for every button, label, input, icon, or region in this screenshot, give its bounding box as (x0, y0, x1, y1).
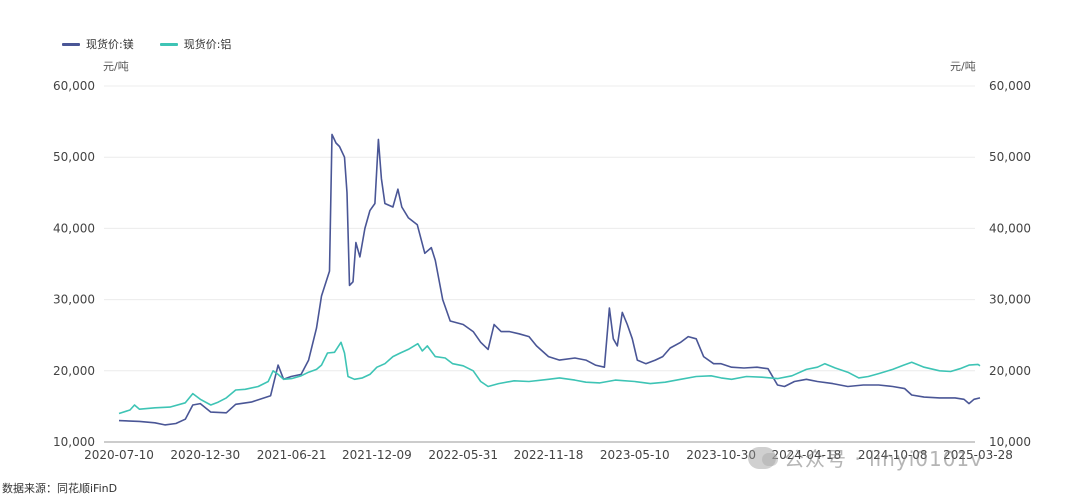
series-line-aluminum (118, 341, 981, 415)
wechat-icon (748, 446, 778, 469)
x-tick-label: 2022-11-18 (514, 448, 584, 462)
y-tick-label-right: 10,000 (989, 435, 1031, 449)
x-tick-label: 2023-10-30 (686, 448, 756, 462)
legend-item-magnesium[interactable]: 现货价:镁 (62, 36, 134, 52)
x-tick-label: 2021-12-09 (342, 448, 412, 462)
y-tick-label-right: 60,000 (989, 79, 1031, 93)
y-tick-label-left: 10,000 (53, 435, 95, 449)
y-tick-label-left: 30,000 (53, 293, 95, 307)
x-tick-label: 2021-06-21 (257, 448, 327, 462)
series-line-magnesium (118, 133, 981, 426)
watermark-text: 公众号 · linyi0101v (784, 447, 983, 471)
legend-swatch-magnesium (62, 42, 80, 46)
y-tick-label-left: 60,000 (53, 79, 95, 93)
x-tick-label: 2020-12-30 (170, 448, 240, 462)
legend-swatch-aluminum (159, 42, 178, 46)
x-tick-label: 2020-07-10 (84, 448, 154, 462)
y-tick-label-right: 20,000 (989, 364, 1031, 378)
y-tick-label-left: 40,000 (53, 221, 95, 235)
y-tick-label-right: 30,000 (989, 293, 1031, 307)
x-tick-label: 2024-10-08 (858, 448, 928, 462)
legend-label-magnesium: 现货价:镁 (86, 38, 134, 51)
data-source-note: 数据来源：同花顺iFinD (2, 482, 118, 495)
x-tick-label: 2022-05-31 (428, 448, 498, 462)
right-axis-unit: 元/吨 (950, 60, 976, 73)
y-tick-label-left: 20,000 (53, 364, 95, 378)
y-tick-label-right: 50,000 (989, 150, 1031, 164)
x-tick-label: 2023-05-10 (600, 448, 670, 462)
y-tick-label-left: 50,000 (53, 150, 95, 164)
left-axis-unit: 元/吨 (103, 60, 129, 73)
legend-item-aluminum[interactable]: 现货价:铝 (159, 36, 232, 52)
legend-label-aluminum: 现货价:铝 (183, 38, 232, 51)
x-tick-label: 2024-04-18 (772, 448, 842, 462)
y-tick-label-right: 40,000 (989, 221, 1031, 235)
x-tick-label: 2025-03-28 (943, 448, 1013, 462)
chart-legend: 现货价:镁 现货价:铝 (62, 36, 231, 52)
watermark: 公众号 · linyi0101v (748, 443, 983, 472)
